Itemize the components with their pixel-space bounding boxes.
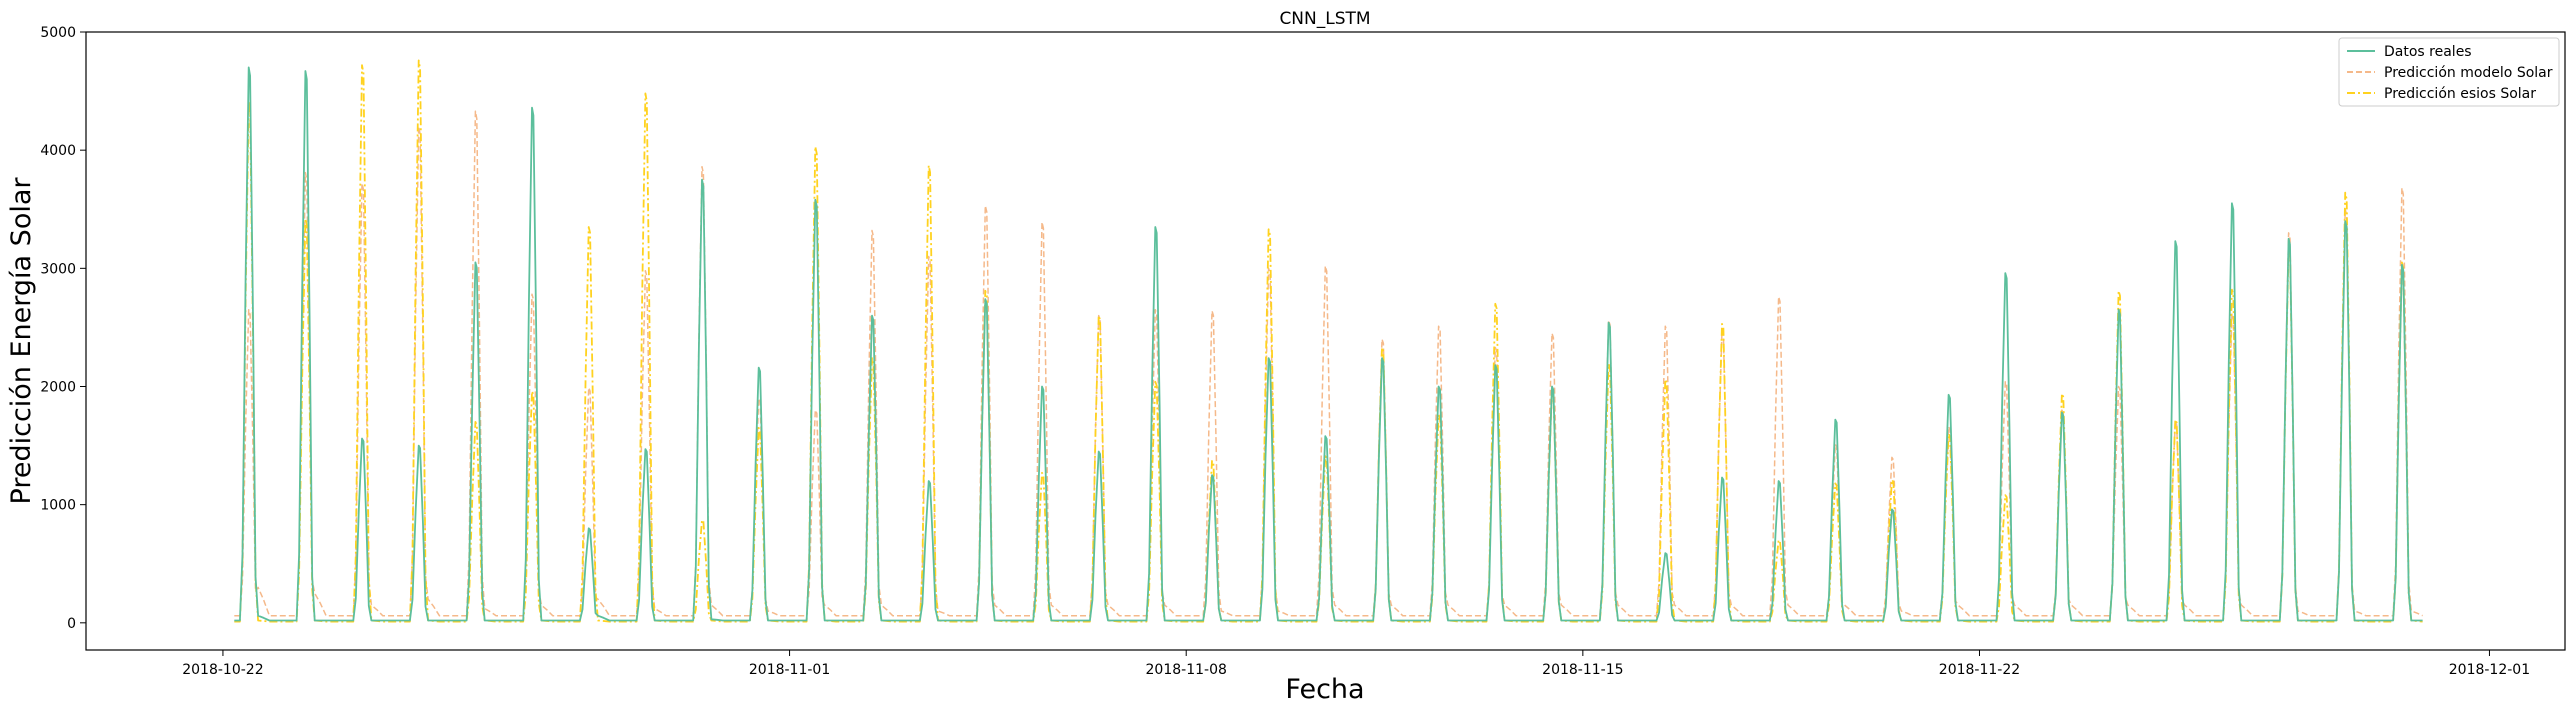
plot-frame xyxy=(85,31,2566,651)
x-tick-label: 2018-12-01 xyxy=(2449,662,2530,678)
x-tick-label: 2018-11-15 xyxy=(1542,662,1623,678)
y-axis: 0 1000 2000 3000 4000 5000 xyxy=(40,25,86,632)
legend: Datos reales Predicción modelo Solar Pre… xyxy=(2338,37,2560,107)
y-tick-label: 4000 xyxy=(40,143,76,159)
x-tick-label: 2018-11-01 xyxy=(749,662,830,678)
series-layer xyxy=(234,59,2423,623)
legend-label-prediccion-esios: Predicción esios Solar xyxy=(2384,86,2536,102)
y-tick-label: 3000 xyxy=(40,261,76,277)
chart-title: CNN_LSTM xyxy=(1279,9,1370,29)
x-axis: 2018-10-22 2018-11-01 2018-11-08 2018-11-15… xyxy=(182,650,2530,678)
y-tick-label: 0 xyxy=(67,616,76,632)
y-tick-label: 1000 xyxy=(40,498,76,514)
series-line-1 xyxy=(234,110,2423,617)
legend-label-prediccion-modelo: Predicción modelo Solar xyxy=(2384,65,2553,81)
x-tick-label: 2018-11-08 xyxy=(1146,662,1227,678)
x-tick-label: 2018-11-22 xyxy=(1939,662,2020,678)
x-axis-label: Fecha xyxy=(1285,674,1364,705)
series-line-0 xyxy=(234,66,2423,622)
y-tick-label: 5000 xyxy=(40,25,76,41)
x-tick-label: 2018-10-22 xyxy=(182,662,263,678)
series-line-2 xyxy=(234,59,2423,623)
legend-box xyxy=(2338,37,2560,107)
y-axis-label: Predicción Energía Solar xyxy=(6,177,37,505)
legend-label-datos-reales: Datos reales xyxy=(2384,44,2472,60)
y-tick-label: 2000 xyxy=(40,379,76,395)
